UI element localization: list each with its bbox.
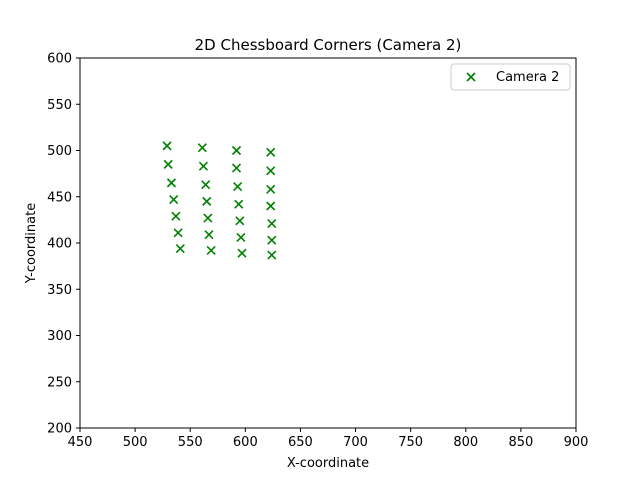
plot-area: 450 500 550 600 650 700 750 800 850 900 200 250 300… (47, 52, 588, 451)
x-axis: 450 500 550 600 650 700 750 800 850 900 (68, 428, 589, 450)
y-tick-label: 550 (47, 98, 72, 113)
data-point (163, 159, 173, 169)
data-point (201, 180, 211, 190)
data-point (266, 184, 276, 194)
legend-label: Camera 2 (496, 70, 559, 85)
data-point (266, 166, 276, 176)
x-tick-label: 500 (123, 435, 148, 450)
y-tick-label: 300 (47, 329, 72, 344)
data-point (236, 232, 246, 243)
data-points (162, 141, 277, 260)
data-point (234, 199, 244, 209)
data-point (266, 201, 276, 211)
data-point (166, 178, 177, 188)
y-tick-label: 350 (47, 283, 72, 298)
y-tick-label: 450 (47, 190, 72, 205)
x-axis-title: X-coordinate (287, 456, 369, 471)
y-axis-title: Y-coordinate (24, 203, 39, 284)
y-tick-label: 500 (47, 144, 72, 159)
data-point (198, 161, 209, 171)
y-tick-label: 250 (47, 375, 72, 390)
y-tick-label: 400 (47, 237, 72, 252)
y-tick-label: 200 (47, 422, 72, 437)
data-point (233, 182, 243, 192)
legend: Camera 2 (450, 63, 571, 91)
data-point (237, 248, 247, 258)
x-tick-label: 850 (508, 435, 533, 450)
x-tick-label: 550 (178, 435, 203, 450)
data-point (175, 243, 185, 254)
x-tick-label: 600 (233, 435, 258, 450)
x-tick-label: 800 (453, 435, 478, 450)
data-point (162, 141, 172, 151)
data-point (203, 213, 213, 223)
x-tick-label: 650 (288, 435, 313, 450)
data-point (171, 211, 181, 221)
y-axis: 200 250 300 350 400 450 500 550 600 (47, 52, 80, 437)
y-tick-label: 600 (47, 52, 72, 67)
legend-x-marker-icon (466, 72, 476, 82)
data-point (267, 219, 277, 229)
x-tick-label: 900 (564, 435, 589, 450)
data-point (231, 163, 242, 173)
legend-marker (466, 72, 476, 82)
data-point (267, 250, 277, 260)
data-point (235, 216, 245, 226)
data-point (267, 235, 277, 245)
data-point (169, 194, 179, 205)
data-point (206, 245, 216, 255)
data-point (266, 147, 276, 157)
x-tick-label: 700 (343, 435, 368, 450)
data-point (197, 143, 207, 153)
data-point (173, 228, 183, 238)
x-tick-label: 450 (68, 435, 93, 450)
chart-title: 2D Chessboard Corners (Camera 2) (195, 36, 462, 54)
data-point (202, 196, 212, 206)
data-point (231, 145, 242, 156)
x-tick-label: 750 (398, 435, 423, 450)
data-point (204, 230, 214, 240)
legend-frame (450, 63, 571, 91)
